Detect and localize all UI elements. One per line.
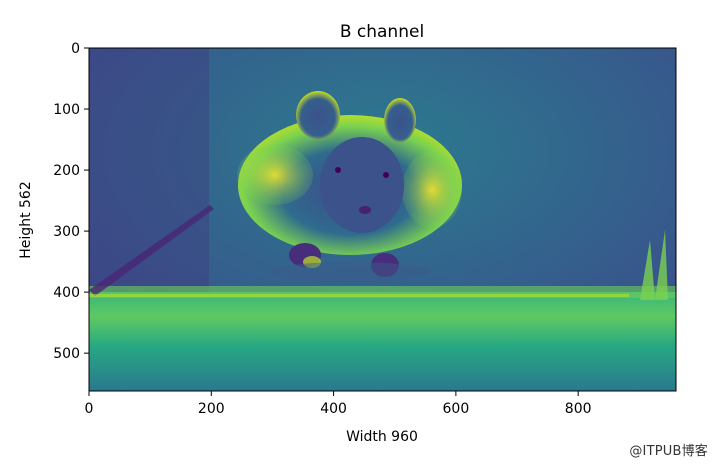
y-tick-label: 200 [53,163,80,179]
y-tick-label: 100 [53,102,80,118]
x-tick-label: 400 [320,401,347,417]
y-axis: 0 100 200 300 400 500 [53,41,89,362]
x-tick-label: 200 [198,401,225,417]
x-axis: 0 200 400 600 800 [85,391,592,417]
watermark: @ITPUB博客 [629,444,708,459]
x-tick-label: 600 [443,401,470,417]
heatmap-image [89,48,676,391]
y-tick-label: 400 [53,285,80,301]
y-tick-label: 300 [53,224,80,240]
x-tick-label: 0 [85,401,94,417]
x-tick-label: 800 [565,401,592,417]
y-tick-label: 0 [71,41,80,57]
plot-frame [88,47,677,392]
y-tick-label: 500 [53,346,80,362]
y-axis-label: Height 562 [18,181,34,258]
x-axis-label: Width 960 [346,429,418,445]
chart-title: B channel [340,22,424,42]
